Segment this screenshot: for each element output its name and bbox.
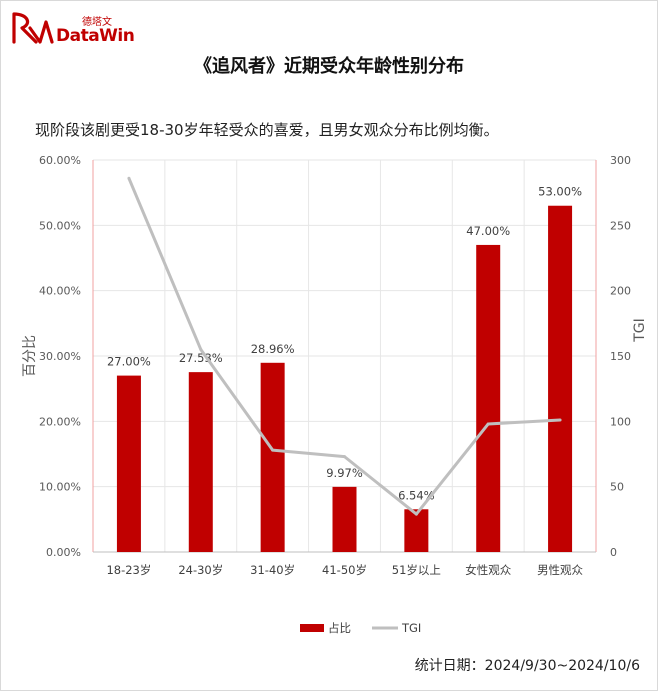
x-tick-label: 18-23岁 <box>106 563 151 577</box>
stat-date: 统计日期：2024/9/30~2024/10/6 <box>414 658 640 674</box>
legend-bar-label: 占比 <box>328 621 351 635</box>
chart-title: 《追风者》近期受众年龄性别分布 <box>194 56 464 77</box>
logo-brand-en: DataWin <box>56 26 135 46</box>
x-tick-label: 男性观众 <box>537 563 583 577</box>
bar-data-label: 28.96% <box>251 342 295 356</box>
bar <box>404 509 429 552</box>
bar-data-label: 27.53% <box>179 351 223 365</box>
tgi-point <box>343 455 346 459</box>
x-tick-label: 24-30岁 <box>178 563 223 577</box>
x-tick-label: 41-50岁 <box>322 563 367 577</box>
bar-data-label: 47.00% <box>466 224 510 238</box>
y2-tick-label: 0 <box>610 546 617 559</box>
y-tick-label: 40.00% <box>39 285 81 298</box>
y-axis-label: 百分比 <box>22 335 38 377</box>
x-tick-label: 31-40岁 <box>250 563 295 577</box>
bar <box>188 372 213 552</box>
bar <box>332 486 357 552</box>
bar <box>116 375 141 552</box>
y-tick-label: 10.00% <box>39 481 81 494</box>
legend-bar-swatch <box>300 624 324 632</box>
logo-brand-cn: 德塔文 <box>82 17 112 28</box>
tgi-point <box>558 418 562 422</box>
bar <box>260 362 285 552</box>
tgi-point <box>271 448 275 452</box>
bar <box>476 244 501 552</box>
tgi-point <box>486 422 490 426</box>
bar-data-label: 6.54% <box>398 488 435 502</box>
y2-tick-label: 200 <box>610 285 631 298</box>
x-tick-label: 51岁以上 <box>392 563 441 577</box>
bar-data-label: 9.97% <box>326 466 363 480</box>
y2-tick-label: 150 <box>610 350 631 363</box>
chart-subtitle: 现阶段该剧更受18-30岁年轻受众的喜爱，且男女观众分布比例均衡。 <box>35 121 499 139</box>
tgi-point <box>414 512 418 516</box>
y-tick-label: 0.00% <box>46 546 81 559</box>
y-tick-label: 50.00% <box>39 219 81 232</box>
y-tick-label: 30.00% <box>39 350 81 363</box>
x-tick-label: 女性观众 <box>465 563 511 577</box>
y2-tick-label: 50 <box>610 481 624 494</box>
y-tick-label: 60.00% <box>39 154 81 167</box>
y-tick-label: 20.00% <box>39 415 81 428</box>
logo-mark-icon <box>12 12 54 44</box>
y2-tick-label: 100 <box>610 415 631 428</box>
tgi-point <box>127 176 131 180</box>
y2-axis-label: TGI <box>632 318 648 343</box>
y2-tick-label: 300 <box>610 154 631 167</box>
legend-line-label: TGI <box>401 621 421 635</box>
bar-data-label: 53.00% <box>538 185 582 199</box>
y2-tick-label: 250 <box>610 219 631 232</box>
tgi-point <box>199 347 203 351</box>
bar-data-label: 27.00% <box>107 355 151 369</box>
bar <box>548 205 573 552</box>
datawin-logo: 德塔文 DataWin <box>10 10 135 48</box>
